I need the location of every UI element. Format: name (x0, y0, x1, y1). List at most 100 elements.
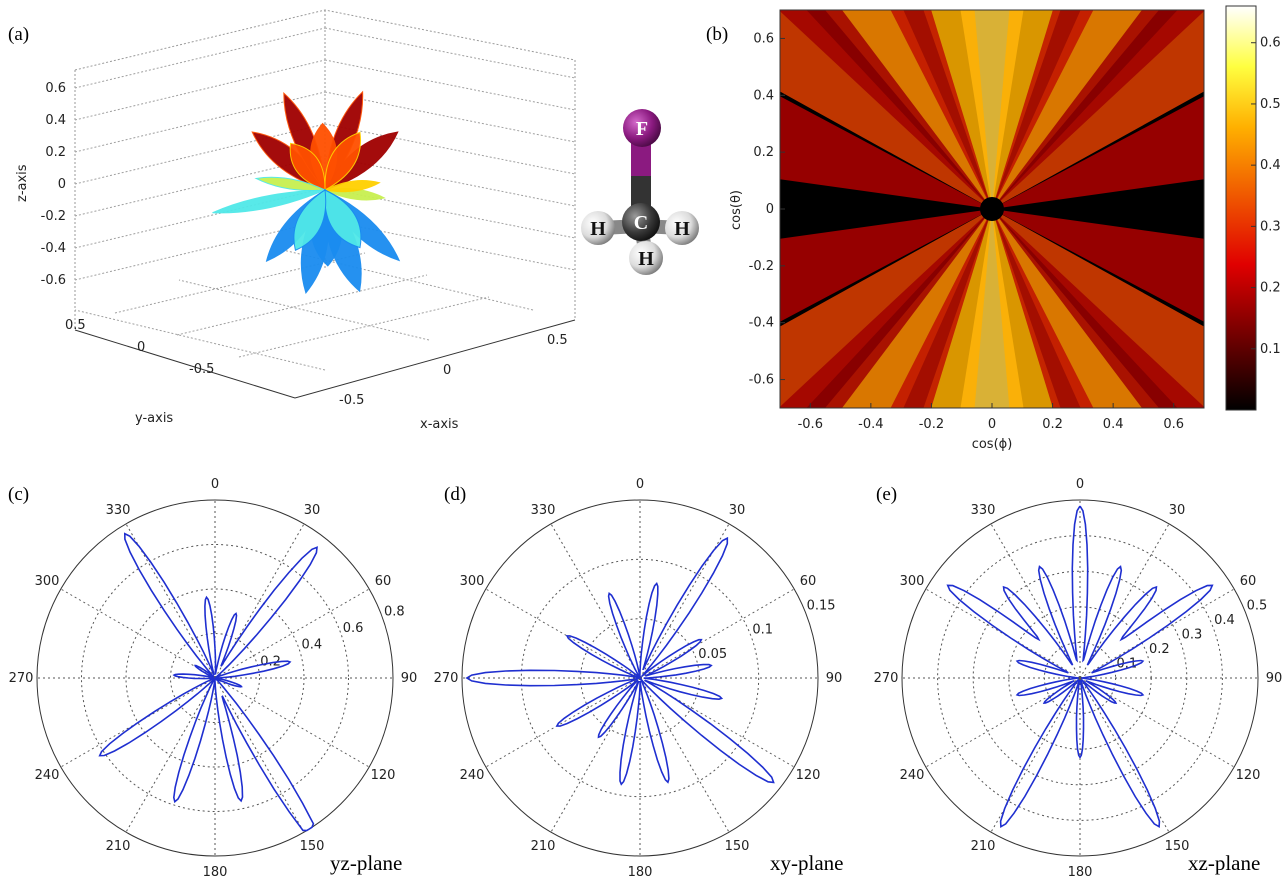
polar-radial-gridline (125, 588, 305, 768)
surface-lobe (212, 189, 326, 214)
heatmap-ray (992, 209, 1204, 322)
heatmap-ray (780, 96, 992, 209)
polar-angle-label: 270 (9, 671, 34, 686)
panel-label-d: (d) (444, 484, 466, 505)
polar-radial-label: 0.2 (260, 654, 281, 669)
polar-angle-label: 180 (1068, 865, 1093, 880)
plane-label-xy: xy-plane (770, 851, 843, 875)
atom-label-h-bottom: H (638, 248, 654, 270)
x-tick-label: -0.5 (339, 393, 364, 408)
heatmap-ray (923, 209, 992, 408)
polar-angle-label: 60 (1240, 574, 1257, 589)
atom-h-right (665, 211, 699, 245)
atom-label-h-right: H (674, 218, 690, 240)
polar-radial-label: 0.2 (1149, 642, 1170, 657)
panel-a-3d-plot: 0.6 0.4 0.2 0 -0.2 -0.4 -0.6 0.5 0 -0.5 -0.5 0 0.5 z… (15, 9, 576, 432)
atom-h-left (581, 211, 615, 245)
polar-angle-label: 30 (304, 503, 321, 518)
atom-h-bottom (629, 241, 663, 275)
atom-label-h-left: H (590, 218, 606, 240)
polar-angle-label: 0 (1076, 477, 1084, 492)
z-gridline (74, 27, 326, 89)
y-axis-label: y-axis (135, 411, 173, 426)
x-axis-label: x-axis (420, 417, 459, 432)
panel-label-b: (b) (706, 24, 728, 45)
polar-radial-label: 0.8 (384, 604, 405, 619)
z-gridline (74, 219, 326, 281)
polar-angle-label: 120 (371, 768, 396, 783)
heatmap-y-tick-label: 0 (766, 202, 774, 217)
z-tick-label: -0.4 (41, 241, 66, 256)
x-gridline (74, 309, 326, 371)
ch3f-molecule: F C H H H (581, 109, 699, 275)
z-gridline (324, 155, 576, 207)
y-gridline (176, 274, 428, 336)
z-gridline (74, 155, 326, 217)
polar-angle-label: 240 (35, 768, 60, 783)
polar-radial-gridline (170, 633, 260, 723)
z-gridline (324, 27, 576, 79)
surface-lobe (324, 131, 362, 191)
heatmap-ray (992, 10, 1204, 209)
colorbar-tick-label: 0.4 (1260, 158, 1281, 173)
polar-angle-label: 300 (900, 574, 925, 589)
polar-outer-circle (901, 499, 1259, 857)
z-tick-label: 0.4 (45, 113, 66, 128)
polar-angle-gridline (990, 523, 1081, 679)
polar-angle-label: 0 (211, 477, 219, 492)
polar-radial-gridline (580, 618, 700, 738)
z-axis-label: z-axis (15, 164, 30, 202)
colorbar-tick-label: 0.3 (1260, 219, 1281, 234)
polar-angle-label: 240 (900, 768, 925, 783)
polar-curve (465, 536, 775, 786)
polar-angle-label: 30 (729, 503, 746, 518)
3d-surface (212, 90, 401, 294)
polar-angle-label: 150 (725, 839, 750, 854)
3d-axes (74, 319, 576, 399)
polar-angle-label: 180 (203, 865, 228, 880)
polar-angle-label: 60 (375, 574, 392, 589)
heatmap-y-tick-label: 0.6 (753, 31, 774, 46)
heatmap-ray (992, 10, 1094, 209)
polar-plot-xy: 0.05 0.1 0.15 0 30 60 90 120 150 180 210 240 270 300 3… (434, 477, 843, 880)
y-tick-label: 0 (137, 340, 145, 355)
polar-angle-gridline (550, 523, 641, 679)
heatmap-x-tick-label: -0.4 (858, 417, 883, 432)
heatmap-ray (890, 10, 992, 209)
polar-angle-gridline (639, 677, 730, 833)
polar-angle-label: 90 (401, 671, 418, 686)
z-gridline (324, 187, 576, 239)
plane-label-xz: xz-plane (1188, 851, 1260, 875)
polar-radial-label: 0.6 (343, 621, 364, 636)
z-tick-label: 0.2 (45, 145, 66, 160)
polar-angle-label: 210 (531, 839, 556, 854)
polar-radial-label: 0.3 (1182, 628, 1203, 643)
polar-angle-label: 120 (1236, 768, 1261, 783)
heatmap-ray (992, 209, 1204, 408)
polar-plot-yz: 0.2 0.4 0.6 0.8 0 30 60 90 120 150 180 210 240 270 300… (9, 477, 418, 880)
atom-label-c: C (634, 212, 648, 234)
colorbar-tick-label: 0.6 (1260, 36, 1281, 51)
colorbar-ticks: 0.6 0.5 0.4 0.3 0.2 0.1 (1251, 36, 1281, 357)
colorbar-tick-label: 0.1 (1260, 342, 1281, 357)
heatmap-ray (992, 209, 1094, 408)
heatmap-y-tick-label: -0.6 (749, 373, 774, 388)
z-tick-label: 0 (58, 177, 66, 192)
polar-radial-label: 0.15 (807, 599, 836, 614)
polar-curve (946, 505, 1214, 829)
polar-angle-gridline (214, 677, 305, 833)
z-gridline (74, 59, 326, 121)
polar-radial-label: 0.1 (1117, 657, 1138, 672)
polar-plot-xz: 0.1 0.2 0.3 0.4 0.5 0 30 60 90 120 150 180 210 240 270… (874, 477, 1283, 880)
colorbar (1225, 5, 1257, 411)
panel-label-a: (a) (8, 24, 29, 45)
x-tick-label: 0.5 (547, 333, 568, 348)
heatmap-x-label: cos(ϕ) (972, 437, 1013, 452)
3d-gridlines (74, 27, 576, 371)
heatmap-y-tick-label: 0.2 (753, 145, 774, 160)
z-gridline (74, 91, 326, 153)
polar-angle-label: 210 (971, 839, 996, 854)
heatmap-ray (992, 96, 1204, 209)
polar-angle-label: 30 (1169, 503, 1186, 518)
y-tick-label: -0.5 (189, 362, 214, 377)
